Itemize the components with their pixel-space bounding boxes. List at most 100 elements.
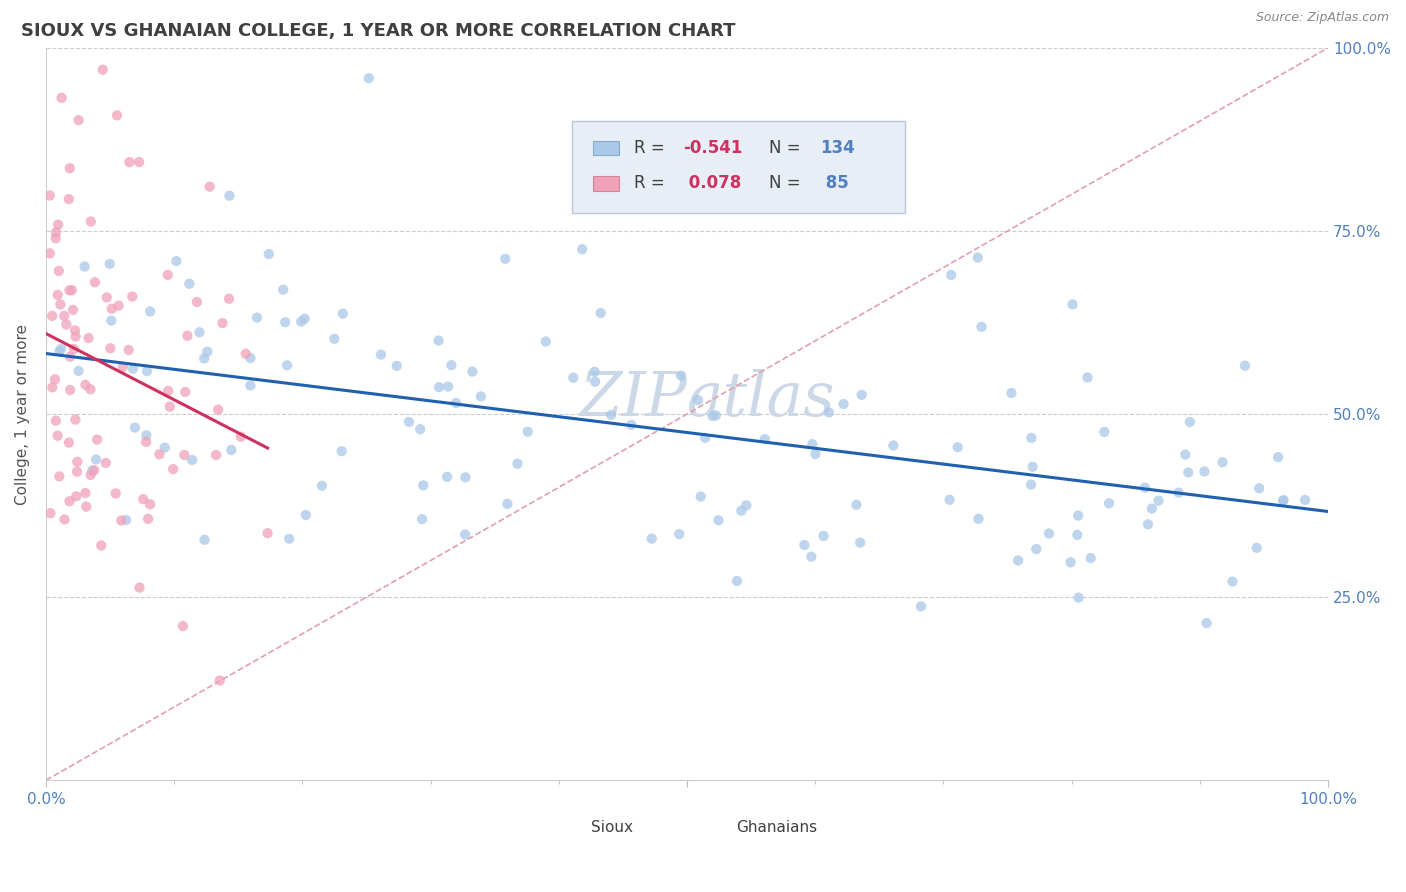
Point [239, 351, 262, 365]
Point [51, 91, 73, 105]
FancyBboxPatch shape [572, 121, 905, 212]
Point [62, 302, 84, 317]
Point [357, 71, 380, 86]
Text: N =: N = [769, 139, 806, 157]
Point [427, 334, 450, 348]
Point [398, 415, 420, 429]
FancyBboxPatch shape [553, 821, 581, 837]
Point [256, 526, 278, 541]
Point [208, 673, 231, 688]
Point [67, 364, 90, 378]
Point [704, 409, 727, 423]
Point [239, 378, 262, 392]
Point [139, 497, 162, 511]
Point [41, 309, 63, 323]
Text: N =: N = [769, 174, 806, 193]
Point [668, 527, 690, 541]
Point [278, 532, 301, 546]
Point [583, 365, 606, 379]
Point [38, 188, 60, 202]
Point [1019, 477, 1042, 491]
Point [186, 295, 208, 310]
Point [845, 498, 868, 512]
Point [173, 448, 195, 462]
Point [938, 492, 960, 507]
Point [84, 275, 107, 289]
Point [65, 412, 87, 426]
Point [946, 440, 969, 454]
Point [229, 430, 252, 444]
Point [188, 326, 211, 340]
Point [1059, 555, 1081, 569]
Point [1021, 459, 1043, 474]
Point [276, 359, 298, 373]
Point [66, 465, 89, 479]
Point [910, 599, 932, 614]
Point [1174, 448, 1197, 462]
Point [153, 441, 176, 455]
Point [172, 619, 194, 633]
Text: -0.541: -0.541 [683, 139, 742, 157]
Point [148, 447, 170, 461]
Text: SIOUX VS GHANAIAN COLLEGE, 1 YEAR OR MORE CORRELATION CHART: SIOUX VS GHANAIAN COLLEGE, 1 YEAR OR MOR… [21, 22, 735, 40]
Point [600, 408, 623, 422]
Point [669, 368, 692, 383]
Point [58, 435, 80, 450]
Point [1038, 526, 1060, 541]
Point [58, 192, 80, 206]
Point [90, 539, 112, 553]
Text: 134: 134 [820, 139, 855, 157]
Y-axis label: College, 1 year or more: College, 1 year or more [15, 324, 30, 505]
Point [96, 290, 118, 304]
FancyBboxPatch shape [593, 141, 619, 155]
Point [94, 456, 117, 470]
Point [49, 297, 72, 311]
Point [967, 512, 990, 526]
Point [323, 332, 346, 346]
Point [75, 377, 97, 392]
Point [1272, 493, 1295, 508]
Point [115, 513, 138, 527]
Point [98, 257, 121, 271]
Point [48, 264, 70, 278]
Point [218, 292, 240, 306]
Point [91, 62, 114, 77]
Point [46, 288, 69, 302]
Point [1067, 508, 1090, 523]
Point [117, 343, 139, 357]
Point [793, 538, 815, 552]
Point [271, 283, 294, 297]
Point [1294, 492, 1316, 507]
Point [44, 372, 66, 386]
Point [506, 457, 529, 471]
Point [128, 581, 150, 595]
Point [849, 535, 872, 549]
Point [385, 359, 408, 373]
Point [107, 299, 129, 313]
Point [135, 434, 157, 449]
Point [75, 486, 97, 500]
Point [813, 529, 835, 543]
Point [427, 380, 450, 394]
Point [412, 478, 434, 492]
Point [583, 375, 606, 389]
Point [174, 384, 197, 399]
Point [59, 383, 82, 397]
Point [1000, 386, 1022, 401]
Point [63, 342, 86, 356]
Point [804, 447, 827, 461]
Point [818, 405, 841, 419]
Point [53, 309, 76, 323]
Point [440, 358, 463, 372]
Point [702, 409, 724, 423]
Point [84, 452, 107, 467]
Point [754, 432, 776, 446]
Text: 85: 85 [820, 174, 849, 193]
Point [193, 533, 215, 547]
Point [48, 469, 70, 483]
Point [59, 350, 82, 364]
Point [98, 341, 121, 355]
Point [966, 251, 988, 265]
Point [1195, 616, 1218, 631]
Point [1025, 542, 1047, 557]
